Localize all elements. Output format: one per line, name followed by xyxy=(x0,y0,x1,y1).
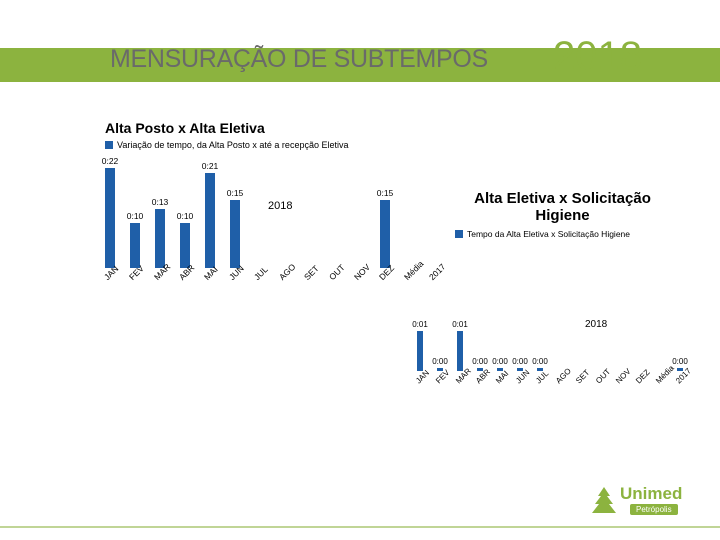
logo-brand-text: Unimed xyxy=(620,484,682,504)
chart2-value-label: 0:00 xyxy=(532,357,548,366)
chart1-value-label: 0:10 xyxy=(177,211,194,221)
chart1-value-label: 0:22 xyxy=(102,156,119,166)
chart2-title: Alta Eletiva x Solicitação Higiene xyxy=(415,190,710,225)
brand-logo: Unimed Petrópolis xyxy=(590,482,685,522)
chart1-value-label: 0:21 xyxy=(202,161,219,171)
page-title: MENSURAÇÃO DE SUBTEMPOS xyxy=(110,45,488,74)
chart2-category-label: MAI xyxy=(494,368,510,384)
chart1-category-label: NOV xyxy=(352,262,372,282)
header: MENSURAÇÃO DE SUBTEMPOS 2018 xyxy=(0,30,720,90)
pine-icon xyxy=(590,486,618,514)
chart1-legend-label: Variação de tempo, da Alta Posto x até a… xyxy=(117,140,348,150)
chart1-category-label: JUL xyxy=(252,264,270,282)
chart2-title-line2: Higiene xyxy=(535,207,589,224)
chart1-category-label: OUT xyxy=(327,262,347,282)
chart1-value-label: 0:15 xyxy=(377,188,394,198)
chart2-value-label: 0:00 xyxy=(512,357,528,366)
chart1-plot-area: 0:22JAN0:10FEV0:13MAR0:10ABR0:21MAI0:15J… xyxy=(105,152,465,282)
chart2-category-label: DEZ xyxy=(634,367,652,385)
chart2-category-label: AGO xyxy=(554,366,573,385)
chart-alta-eletiva-higiene: Alta Eletiva x Solicitação Higiene Tempo… xyxy=(415,190,710,385)
chart1-year-center: 2018 xyxy=(268,200,292,212)
footer-divider xyxy=(0,526,720,528)
chart1-bar xyxy=(380,200,390,268)
chart1-bar xyxy=(105,168,115,268)
chart2-category-label: NOV xyxy=(614,366,633,385)
chart2-plot-area: 2018 0:01JAN0:00FEV0:01MAR0:00ABR0:00MAI… xyxy=(415,235,710,385)
chart2-year-label: 2018 xyxy=(585,319,607,330)
chart1-category-label: AGO xyxy=(277,262,297,282)
chart2-title-line1: Alta Eletiva x Solicitação xyxy=(474,190,651,207)
chart2-value-label: 0:00 xyxy=(492,357,508,366)
chart1-value-label: 0:15 xyxy=(227,188,244,198)
chart2-value-label: 0:00 xyxy=(472,357,488,366)
legend-square-icon xyxy=(105,141,113,149)
chart1-title: Alta Posto x Alta Eletiva xyxy=(105,120,465,136)
chart1-bar xyxy=(230,200,240,268)
chart2-bar xyxy=(417,331,423,371)
chart2-category-label: OUT xyxy=(594,367,612,385)
chart1-value-label: 0:13 xyxy=(152,197,169,207)
chart1-value-label: 0:10 xyxy=(127,211,144,221)
chart2-category-label: Média xyxy=(654,363,676,385)
chart2-category-label: JUL xyxy=(534,368,550,384)
chart2-value-label: 0:00 xyxy=(672,357,688,366)
header-year: 2018 xyxy=(553,34,642,79)
chart2-value-label: 0:01 xyxy=(452,320,468,329)
chart1-bar xyxy=(180,223,190,268)
chart2-value-label: 0:00 xyxy=(432,357,448,366)
chart2-value-label: 0:01 xyxy=(412,320,428,329)
chart2-category-label: SET xyxy=(574,367,591,384)
chart1-bar xyxy=(155,209,165,268)
chart1-bar xyxy=(130,223,140,268)
chart1-legend: Variação de tempo, da Alta Posto x até a… xyxy=(105,140,465,150)
chart1-bar xyxy=(205,173,215,268)
logo-sub-text: Petrópolis xyxy=(630,504,678,515)
chart2-bar xyxy=(457,331,463,371)
chart1-category-label: SET xyxy=(302,263,321,282)
